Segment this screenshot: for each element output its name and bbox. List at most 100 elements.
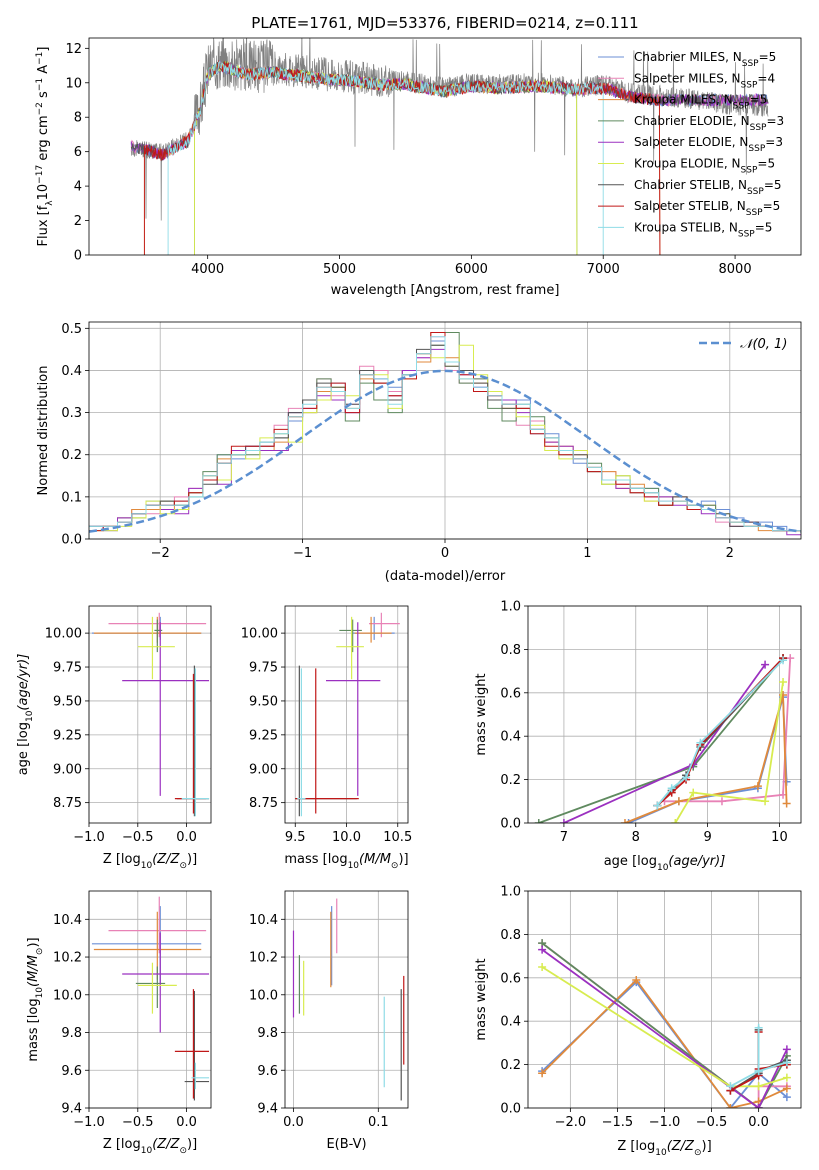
y-tick-label: 1.0 [500, 885, 521, 900]
weight-marker [538, 962, 547, 971]
x-tick-label: 2 [726, 546, 734, 561]
weight-marker [726, 1082, 735, 1091]
x-tick-label: 7000 [587, 262, 620, 277]
y-axis-label: mass [log10(M/M⊙)] [26, 937, 45, 1061]
legend-entry: Salpeter ELODIE, NSSP=3 [634, 135, 783, 154]
x-tick-label: −1 [293, 546, 312, 561]
y-tick-label: 9.4 [61, 1102, 82, 1117]
y-tick-label: 0.1 [61, 490, 82, 505]
x-axis-label-part: mass [log [284, 852, 347, 867]
weight-marker [674, 797, 683, 806]
legend-entry-part: SSP [747, 187, 764, 197]
weight-marker [782, 1084, 791, 1093]
x-axis-label-part: 10 [141, 861, 153, 871]
axes-frame [88, 890, 212, 1109]
mass-vs-metallicity-panel: −1.0 −0.5 0.09.49.69.810.010.210.4Z [log10… [26, 890, 212, 1156]
y-tick-label: 10.2 [53, 951, 82, 966]
x-axis-label: Z [log10(Z/Z⊙)] [103, 852, 197, 871]
y-tick-label: 0.0 [500, 1102, 521, 1117]
y-tick-label: 0.6 [500, 686, 521, 701]
weight-marker [779, 656, 788, 665]
x-axis-label-part: ⊙ [391, 861, 399, 871]
weight-marker [779, 677, 788, 686]
x-tick-label: −2 [151, 546, 170, 561]
y-tick-label: 10.0 [53, 988, 82, 1003]
y-tick-label: 8 [74, 111, 82, 126]
legend-entry-part: SSP [733, 102, 750, 112]
y-tick-label: 8.75 [249, 796, 278, 811]
x-axis-label: mass [log10(M/M⊙)] [284, 852, 408, 871]
legend-entry-part: Kroupa MILES, N [634, 93, 733, 107]
y-axis-label: Normed distribution [36, 366, 51, 496]
y-axis-label-part: A [36, 65, 51, 78]
weight-vs-metallicity-panel: −2.0 −1.5 −1.0 −0.5 0.0 0.0 0.2 0.4 0.6 0.8 1.0 Z [… [474, 885, 802, 1158]
weight-line [729, 1027, 788, 1088]
y-tick-label: 0.2 [500, 1058, 521, 1073]
legend-entry-part: =5 [759, 50, 777, 64]
y-tick-label: 10.00 [45, 627, 82, 642]
y-tick-label: 9.25 [53, 728, 82, 743]
legend-entry-part: Salpeter MILES, N [634, 71, 741, 85]
y-tick-label: 9.4 [257, 1102, 278, 1117]
y-tick-label: 9.6 [257, 1064, 278, 1079]
y-tick-label: 1.0 [500, 600, 521, 615]
weight-marker [754, 1104, 763, 1108]
weight-marker [653, 801, 662, 810]
y-tick-label: 0.2 [61, 448, 82, 463]
legend-entry-part: =3 [766, 114, 784, 128]
axes-frame [88, 37, 802, 256]
legend-entry: Kroupa STELIB, NSSP=5 [634, 220, 772, 239]
weight-marker [717, 797, 726, 806]
weight-marker [538, 1069, 547, 1078]
x-tick-label: 0.0 [283, 1115, 304, 1130]
y-tick-label: 9.8 [257, 1026, 278, 1041]
y-tick-label: 9.75 [53, 661, 82, 676]
histogram-plot-area [89, 332, 801, 539]
x-tick-label: 10 [771, 830, 788, 845]
y-axis-label-part: erg cm [36, 115, 51, 164]
weight-marker [753, 782, 762, 791]
x-axis-label-part: 10 [657, 863, 669, 873]
weight-marker [782, 1093, 791, 1102]
x-axis-label-part: )] [398, 852, 408, 867]
legend-entry-part: SSP [741, 80, 758, 90]
x-axis-label-part: 10 [348, 861, 360, 871]
legend-entry-part: Salpeter STELIB, N [634, 199, 746, 213]
x-tick-label: 6000 [455, 262, 488, 277]
error-bar-point [174, 989, 210, 1099]
x-axis-label-part: (Z/Z [667, 1139, 695, 1154]
legend-entry: Kroupa MILES, NSSP=5 [634, 93, 767, 112]
axes-frame [284, 605, 409, 824]
x-axis-label-part: (age/yr)] [668, 854, 725, 869]
x-tick-label: −1.0 [73, 1115, 105, 1130]
x-axis-label: Z [log10(Z/Z⊙)] [103, 1137, 197, 1156]
y-axis-label-part: )] [26, 937, 41, 947]
weight-marker [754, 1082, 763, 1091]
legend-entry-part: SSP [746, 208, 763, 218]
x-axis-label-part: Z [log [617, 1139, 655, 1154]
y-axis-label-part: −1 [35, 78, 45, 91]
x-axis-label: E(B-V) [326, 1137, 366, 1152]
weight-marker [754, 1023, 763, 1032]
legend-entry-part: =5 [763, 199, 781, 213]
x-tick-label: 5000 [323, 262, 356, 277]
weight-line [664, 658, 792, 803]
legend-entry: Kroupa ELODIE, NSSP=5 [634, 157, 775, 176]
x-tick-label: −1.0 [649, 1115, 681, 1130]
x-axis-label: age [log10(age/yr)] [604, 854, 726, 873]
x-axis-label-part: (M/M [359, 852, 391, 867]
y-axis-label-part: −1 [35, 52, 45, 65]
weight-marker [754, 1067, 763, 1076]
legend-entry-part: SSP [738, 229, 755, 239]
x-axis-label-part: 10 [655, 1148, 667, 1158]
y-axis-label-part: (M/M [26, 955, 41, 987]
weight-line [541, 948, 788, 1108]
x-axis-label-part: )] [702, 1139, 712, 1154]
y-tick-label: 0.2 [500, 773, 521, 788]
y-tick-label: 9.8 [61, 1026, 82, 1041]
y-tick-label: 9.6 [61, 1064, 82, 1079]
weight-marker [538, 945, 547, 954]
